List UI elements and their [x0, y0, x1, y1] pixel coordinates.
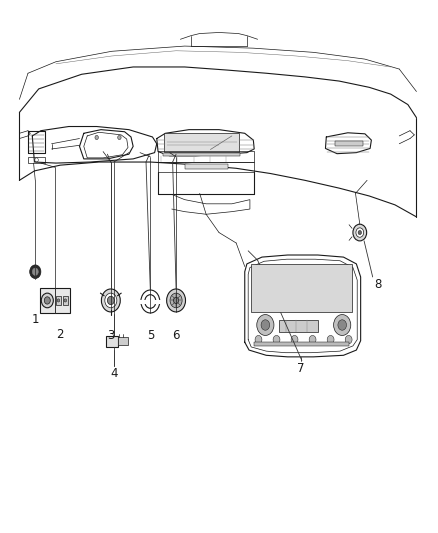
Circle shape — [353, 224, 367, 241]
Circle shape — [32, 268, 38, 276]
Circle shape — [273, 335, 280, 344]
Bar — [139, 300, 162, 303]
Text: 2: 2 — [57, 328, 64, 341]
Circle shape — [173, 297, 179, 304]
Bar — [163, 152, 240, 156]
Text: 4: 4 — [110, 367, 117, 380]
Circle shape — [95, 135, 99, 140]
Bar — [63, 296, 68, 305]
Circle shape — [170, 293, 182, 308]
Circle shape — [105, 293, 117, 308]
Circle shape — [30, 265, 41, 279]
Text: 8: 8 — [374, 278, 381, 291]
Text: 5: 5 — [147, 329, 154, 342]
Circle shape — [44, 297, 50, 304]
Bar — [56, 296, 61, 305]
Circle shape — [327, 335, 334, 344]
FancyBboxPatch shape — [165, 133, 239, 151]
Circle shape — [309, 335, 316, 344]
Bar — [106, 336, 118, 348]
Circle shape — [356, 228, 364, 237]
Text: 1: 1 — [32, 313, 39, 326]
Bar — [40, 288, 70, 313]
Text: 3: 3 — [107, 329, 114, 342]
Circle shape — [145, 295, 156, 308]
Bar — [28, 157, 45, 163]
Circle shape — [57, 299, 60, 302]
Bar — [254, 342, 349, 346]
Circle shape — [291, 335, 298, 344]
Circle shape — [261, 320, 270, 330]
Bar — [335, 141, 363, 147]
Bar — [118, 337, 127, 345]
Circle shape — [107, 296, 114, 305]
Circle shape — [41, 293, 53, 308]
Circle shape — [255, 335, 262, 344]
Bar — [279, 320, 318, 332]
Circle shape — [338, 320, 346, 330]
Circle shape — [141, 290, 160, 313]
FancyBboxPatch shape — [251, 264, 352, 312]
Circle shape — [345, 335, 352, 344]
Text: 7: 7 — [297, 362, 304, 375]
Circle shape — [118, 135, 121, 140]
Circle shape — [64, 299, 67, 302]
Circle shape — [257, 314, 274, 335]
Circle shape — [166, 289, 186, 312]
Circle shape — [334, 314, 351, 335]
Circle shape — [101, 289, 120, 312]
Bar — [185, 164, 228, 169]
Circle shape — [358, 230, 361, 235]
Text: 6: 6 — [172, 329, 180, 342]
